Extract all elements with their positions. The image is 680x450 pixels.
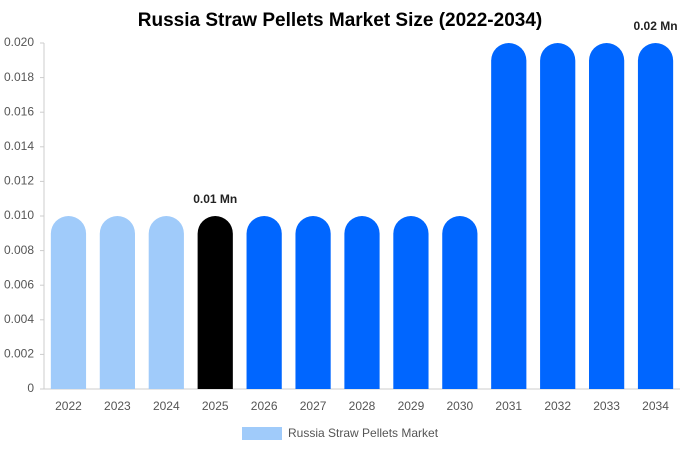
legend-label: Russia Straw Pellets Market [288, 426, 439, 440]
bar [589, 42, 625, 389]
bar [295, 216, 331, 389]
y-tick-label: 0.014 [4, 139, 34, 153]
y-tick-label: 0.016 [4, 104, 34, 118]
bar [442, 216, 478, 389]
bar [393, 216, 429, 389]
x-tick-label: 2029 [398, 399, 425, 413]
data-label: 0.02 Mn [634, 19, 678, 33]
bar [637, 43, 674, 389]
x-tick-label: 2024 [153, 399, 180, 413]
y-tick-label: 0.006 [4, 277, 34, 291]
x-tick-label: 2023 [104, 399, 131, 413]
data-label: 0.01 Mn [193, 192, 237, 206]
x-tick-label: 2032 [544, 399, 571, 413]
x-tick-label: 2027 [300, 399, 327, 413]
y-tick-label: 0 [27, 381, 34, 395]
x-tick-label: 2033 [593, 399, 620, 413]
x-tick-label: 2031 [495, 399, 522, 413]
y-tick-label: 0.010 [4, 208, 34, 222]
bar [50, 216, 87, 389]
x-tick-label: 2025 [202, 399, 229, 413]
y-tick-label: 0.018 [4, 70, 34, 84]
bar [148, 216, 184, 389]
legend-swatch [242, 427, 282, 440]
x-tick-label: 2030 [446, 399, 473, 413]
y-tick-label: 0.002 [4, 347, 34, 361]
x-tick-label: 2034 [642, 399, 669, 413]
y-tick-label: 0.020 [4, 35, 34, 49]
bar [540, 43, 576, 389]
bar [491, 43, 527, 390]
y-tick-label: 0.012 [4, 174, 34, 188]
bar [99, 216, 135, 389]
chart-title: Russia Straw Pellets Market Size (2022-2… [138, 10, 542, 31]
x-tick-label: 2026 [251, 399, 278, 413]
y-tick-label: 0.004 [4, 312, 34, 326]
bar [197, 216, 233, 389]
bar [246, 216, 282, 389]
y-tick-label: 0.008 [4, 243, 34, 257]
bar [344, 216, 380, 389]
x-tick-label: 2028 [349, 399, 376, 413]
x-tick-label: 2022 [55, 399, 82, 413]
